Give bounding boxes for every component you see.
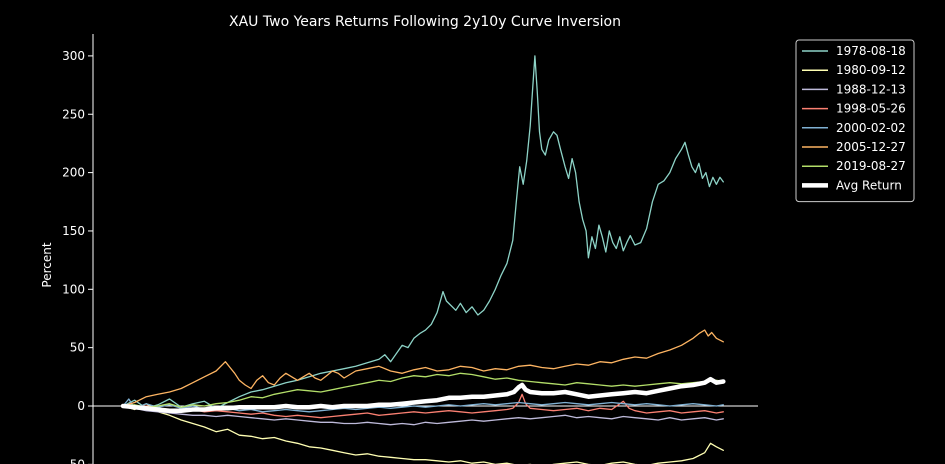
- axes: -50 0 50 100 150 200 250 300: [62, 34, 758, 464]
- series-line-2019-08-27: [122, 372, 724, 408]
- series-line-1998-05-26: [122, 393, 724, 419]
- legend-label: 1978-08-18: [836, 44, 906, 58]
- chart-title: XAU Two Years Returns Following 2y10y Cu…: [229, 14, 621, 30]
- series-line-1980-09-12: [122, 403, 724, 464]
- y-tick-label: 100: [62, 282, 85, 296]
- legend: 1978-08-18 1980-09-12 1988-12-13 1998-05-26…: [795, 39, 915, 203]
- series-line-2005-12-27: [122, 329, 724, 407]
- series-line-avg-return: [120, 376, 726, 413]
- legend-label: 2000-02-02: [836, 121, 906, 135]
- series-line-1988-12-13: [122, 405, 724, 426]
- legend-label: Avg Return: [836, 178, 902, 192]
- legend-label: 1988-12-13: [836, 82, 906, 96]
- y-tick-label: 200: [62, 166, 85, 180]
- legend-label: 2019-08-27: [836, 159, 906, 173]
- legend-label: 2005-12-27: [836, 140, 906, 154]
- y-tick-label: -50: [65, 457, 85, 464]
- y-tick-label: 300: [62, 49, 85, 63]
- y-tick-label: 150: [62, 224, 85, 238]
- legend-box: [795, 39, 915, 203]
- y-axis-label: Percent: [40, 242, 54, 287]
- series-group: [120, 55, 726, 464]
- series-line-1978-08-18: [122, 55, 724, 409]
- y-tick-label: 0: [77, 399, 85, 413]
- legend-label: 1998-05-26: [836, 102, 906, 116]
- legend-label: 1980-09-12: [836, 63, 906, 77]
- y-tick-label: 250: [62, 107, 85, 121]
- y-tick-label: 50: [70, 341, 85, 355]
